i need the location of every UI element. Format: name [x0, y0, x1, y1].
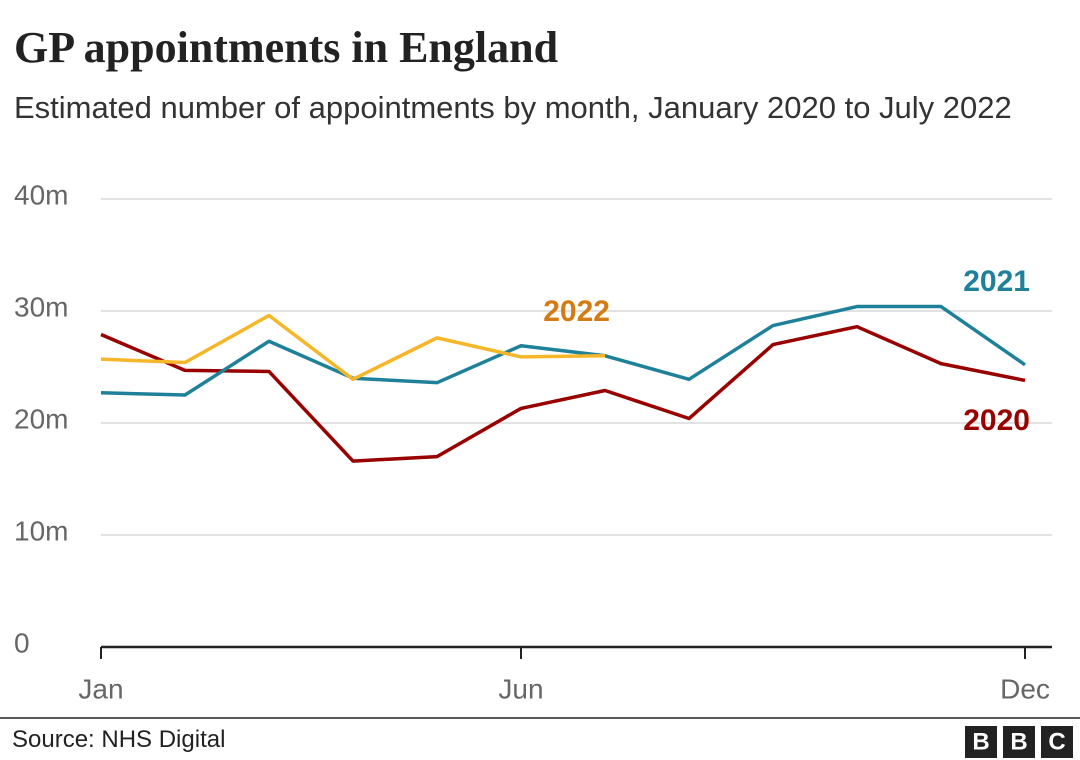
logo-box — [1041, 726, 1073, 758]
y-tick-label: 10m — [14, 515, 68, 546]
chart-title: GP appointments in England — [14, 23, 559, 72]
x-tick-label: Jun — [498, 673, 543, 704]
y-tick-label: 40m — [14, 179, 68, 210]
logo-letter: B — [1010, 728, 1027, 755]
y-tick-label: 30m — [14, 291, 68, 322]
logo-letter: B — [972, 728, 989, 755]
logo-box — [1003, 726, 1035, 758]
logo-letter: C — [1048, 728, 1065, 755]
series-line — [100, 304, 1026, 397]
series-label: 2021 — [963, 265, 1030, 298]
logo-box — [965, 726, 997, 758]
series-line — [100, 324, 1026, 463]
series-line — [100, 313, 606, 382]
series-label: 2022 — [543, 295, 610, 328]
source: Source: NHS Digital — [12, 726, 226, 753]
y-tick-label: 20m — [14, 403, 68, 434]
y-tick-label: 0 — [14, 627, 30, 658]
x-tick-label: Dec — [1000, 673, 1050, 704]
x-tick-label: Jan — [78, 673, 123, 704]
series-label: 2020 — [963, 404, 1030, 437]
chart-subtitle: Estimated number of appointments by mont… — [14, 90, 1012, 125]
